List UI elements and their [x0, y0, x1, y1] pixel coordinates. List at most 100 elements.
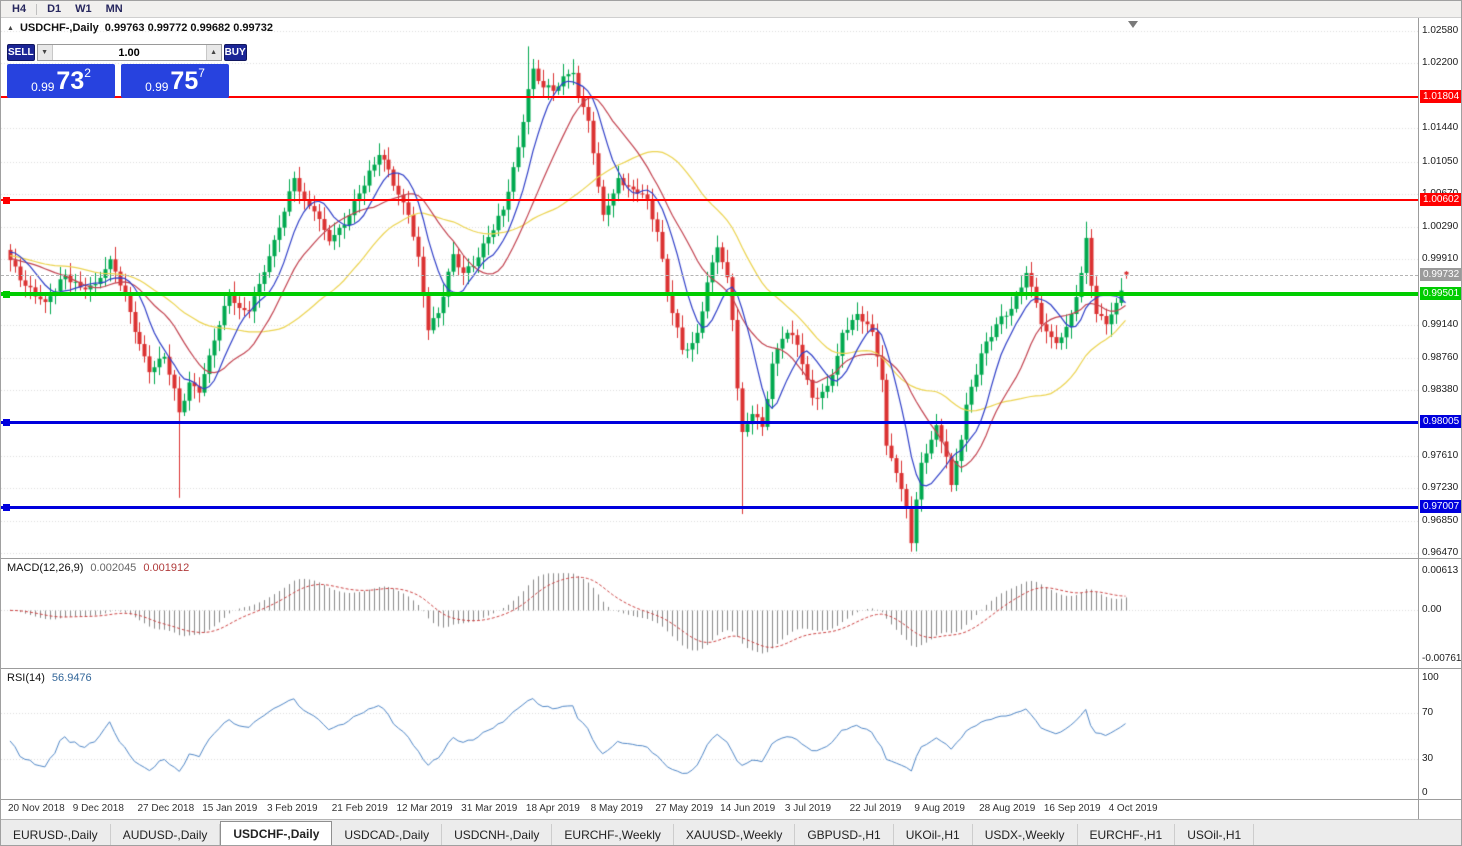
price-axis-tick: 1.02580 — [1422, 25, 1459, 36]
price-badge-0.99501: 0.99501 — [1420, 287, 1461, 301]
timeframe-button-h4[interactable]: H4 — [12, 2, 27, 15]
price-badge-0.97007: 0.97007 — [1420, 500, 1461, 514]
line-handle[interactable] — [3, 418, 10, 426]
date-axis-label: 15 Jan 2019 — [202, 803, 258, 814]
macd-indicator-canvas[interactable] — [1, 559, 1418, 669]
timeframe-buttons: H4 D1 W1 MN — [5, 2, 130, 17]
rsi-value: 56.9476 — [51, 672, 92, 684]
timeframe-button-mn[interactable]: MN — [105, 2, 123, 15]
date-axis-label: 31 Mar 2019 — [461, 803, 518, 814]
rsi-name: RSI(14) — [7, 672, 45, 684]
macd-axis-label: 0.00613 — [1422, 565, 1459, 576]
volume-input[interactable] — [52, 45, 206, 60]
price-axis-tick: 0.97230 — [1422, 482, 1459, 494]
chart-title: ▲ USDCHF-,Daily 0.99763 0.99772 0.99682 … — [7, 22, 273, 34]
price-axis-border — [1418, 18, 1419, 819]
chart-tab-usoil-h1[interactable]: USOil-,H1 — [1175, 824, 1255, 845]
price-axis-tick: 0.98760 — [1422, 351, 1459, 363]
line-handle[interactable] — [3, 290, 10, 298]
chart-tab-eurusd-daily[interactable]: EURUSD-,Daily — [1, 824, 111, 845]
buy-price-prefix: 0.99 — [145, 80, 169, 94]
chart-tabs: EURUSD-,Daily AUDUSD-,Daily USDCHF-,Daily U… — [1, 820, 1255, 845]
macd-axis-label: -0.00761 — [1422, 653, 1462, 664]
date-axis-label: 8 May 2019 — [590, 803, 643, 814]
date-axis-label: 27 Dec 2018 — [137, 803, 195, 814]
price-axis-tick: 0.96850 — [1422, 514, 1459, 526]
chart-shift-marker-icon[interactable] — [1128, 21, 1138, 28]
rsi-axis-label: 70 — [1422, 706, 1434, 718]
horizontal-line-0.99501[interactable] — [1, 292, 1418, 297]
ohlc-values: 0.99763 0.99772 0.99682 0.99732 — [104, 22, 273, 34]
horizontal-line-0.98005[interactable] — [1, 420, 1418, 424]
line-handle[interactable] — [3, 503, 10, 511]
price-axis-tick: 1.02200 — [1422, 57, 1459, 69]
chart-macd-separator[interactable] — [1, 558, 1461, 559]
price-axis-tick: 0.97610 — [1422, 449, 1459, 461]
chart-tab-usdchf-daily[interactable]: USDCHF-,Daily — [220, 821, 333, 845]
buy-button[interactable]: BUY — [223, 44, 247, 61]
date-axis-label: 22 Jul 2019 — [849, 803, 902, 814]
macd-indicator-label: MACD(12,26,9) 0.002045 0.001912 — [7, 562, 189, 574]
macd-signal-value: 0.001912 — [143, 562, 190, 574]
sell-price-big: 73 — [56, 66, 85, 95]
horizontal-line-1.01804[interactable] — [1, 96, 1418, 99]
price-axis-tick: 1.00290 — [1422, 220, 1459, 232]
chart-tab-bar: EURUSD-,Daily AUDUSD-,Daily USDCHF-,Daily U… — [1, 819, 1461, 845]
macd-rsi-separator[interactable] — [1, 668, 1461, 669]
chart-tab-audusd-daily[interactable]: AUDUSD-,Daily — [110, 824, 221, 845]
chart-tab-eurchf-weekly[interactable]: EURCHF-,Weekly — [552, 824, 674, 845]
date-axis-label: 12 Mar 2019 — [396, 803, 453, 814]
buy-price-display[interactable]: 0.99 75 7 — [121, 64, 229, 98]
price-axis-tick: 0.98380 — [1422, 384, 1459, 396]
date-axis-label: 28 Aug 2019 — [979, 803, 1036, 814]
price-axis-tick: 1.01440 — [1422, 122, 1459, 134]
price-badge-0.99732: 0.99732 — [1420, 267, 1461, 281]
rsi-dates-separator — [1, 799, 1461, 800]
line-handle[interactable] — [3, 196, 10, 204]
volume-decrease-button[interactable]: ▼ — [37, 45, 53, 60]
date-axis-label: 20 Nov 2018 — [8, 803, 65, 814]
date-axis-label: 3 Jul 2019 — [784, 803, 832, 814]
date-axis-label: 4 Oct 2019 — [1108, 803, 1158, 814]
rsi-axis-label: 30 — [1422, 752, 1434, 764]
chart-tab-usdcnh-daily[interactable]: USDCNH-,Daily — [442, 824, 553, 845]
panel-toggle-icon[interactable]: ▲ — [7, 24, 14, 32]
macd-name: MACD(12,26,9) — [7, 562, 84, 574]
timeframe-button-d1[interactable]: D1 — [47, 2, 62, 15]
date-axis-label: 9 Dec 2018 — [72, 803, 124, 814]
rsi-axis-label: 0 — [1422, 787, 1428, 798]
rsi-axis-label: 100 — [1422, 672, 1439, 683]
price-axis-tick: 1.01050 — [1422, 155, 1459, 167]
price-axis-tick: 0.99140 — [1422, 319, 1459, 331]
price-badge-1.00602: 1.00602 — [1420, 193, 1461, 207]
price-axis-tick: 0.96470 — [1422, 547, 1459, 559]
sell-price-display[interactable]: 0.99 73 2 — [7, 64, 115, 98]
sell-price-pip: 2 — [84, 66, 91, 80]
volume-stepper: ▼ ▲ — [36, 44, 222, 61]
horizontal-line-1.00602[interactable] — [1, 199, 1418, 202]
timeframe-toolbar: H4 D1 W1 MN — [1, 1, 1461, 18]
rsi-indicator-label: RSI(14) 56.9476 — [7, 672, 92, 684]
volume-increase-button[interactable]: ▲ — [205, 45, 221, 60]
last-price-line — [1, 274, 1418, 276]
date-axis-label: 27 May 2019 — [655, 803, 714, 814]
price-badge-1.01804: 1.01804 — [1420, 90, 1461, 104]
horizontal-line-0.97007[interactable] — [1, 505, 1418, 509]
chart-tab-ukoil-h1[interactable]: UKOil-,H1 — [893, 824, 973, 845]
macd-axis-label: 0.00 — [1422, 604, 1442, 616]
timeframe-button-w1[interactable]: W1 — [75, 2, 92, 15]
chart-tab-xauusd-weekly[interactable]: XAUUSD-,Weekly — [673, 824, 796, 845]
rsi-indicator-canvas[interactable] — [1, 669, 1418, 800]
chart-tab-gbpusd-h1[interactable]: GBPUSD-,H1 — [795, 824, 894, 845]
price-axis-tick: 0.99910 — [1422, 253, 1459, 265]
sell-button[interactable]: SELL — [7, 44, 35, 61]
chart-tab-eurchf-h1[interactable]: EURCHF-,H1 — [1077, 824, 1176, 845]
date-axis-label: 3 Feb 2019 — [266, 803, 318, 814]
candlestick-chart-canvas[interactable] — [1, 18, 1418, 559]
macd-main-value: 0.002045 — [90, 562, 137, 574]
chart-tab-usdcad-daily[interactable]: USDCAD-,Daily — [332, 824, 443, 845]
chart-tab-usdx-weekly[interactable]: USDX-,Weekly — [972, 824, 1078, 845]
date-axis-label: 9 Aug 2019 — [914, 803, 965, 814]
buy-price-big: 75 — [170, 66, 199, 95]
